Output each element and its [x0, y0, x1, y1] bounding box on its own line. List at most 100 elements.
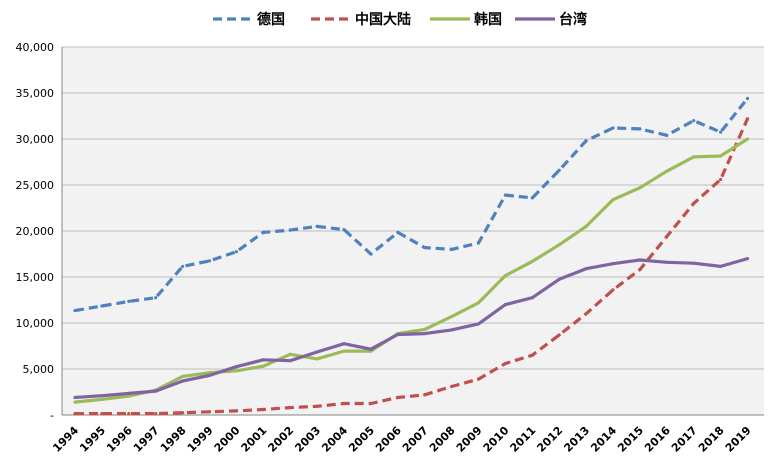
series-3	[73, 137, 750, 404]
data-point	[423, 245, 427, 250]
data-point	[745, 117, 750, 121]
series-line	[74, 137, 749, 404]
data-point	[315, 224, 319, 228]
data-point	[530, 196, 534, 200]
data-point	[261, 364, 265, 368]
data-point	[234, 369, 238, 373]
y-tick-label: 20,000	[16, 225, 55, 238]
data-point	[584, 312, 588, 316]
series-1	[73, 96, 750, 313]
data-point	[503, 361, 507, 366]
data-point	[181, 264, 185, 269]
legend-label: 中国大陆	[355, 11, 411, 28]
data-point	[719, 177, 723, 182]
data-point	[207, 410, 212, 414]
data-point	[611, 262, 615, 266]
data-point	[476, 241, 481, 245]
data-point	[665, 133, 669, 137]
data-point	[154, 389, 158, 393]
legend: 德国 中国大陆 韩国 台湾	[213, 11, 587, 28]
data-point	[450, 247, 454, 251]
data-point	[181, 379, 185, 383]
data-point	[450, 314, 454, 319]
data-point	[692, 155, 696, 159]
data-point	[665, 169, 669, 173]
data-point	[154, 296, 158, 300]
y-tick-label: 30,000	[16, 133, 55, 146]
data-point	[127, 412, 131, 416]
data-point	[73, 412, 77, 416]
legend-item: 韩国	[430, 11, 502, 28]
data-point	[503, 274, 507, 278]
data-point	[181, 374, 185, 378]
data-point	[73, 400, 77, 404]
data-point	[638, 127, 642, 131]
data-point	[154, 412, 158, 416]
y-tick-label: 25,000	[16, 179, 55, 192]
data-point	[584, 139, 588, 143]
legend-item: 德国	[213, 11, 285, 28]
data-point	[207, 259, 212, 263]
series-line	[75, 118, 749, 416]
data-point	[476, 377, 481, 381]
data-point	[396, 332, 400, 337]
data-point	[557, 243, 561, 247]
series-lines	[73, 96, 750, 416]
data-point	[584, 224, 588, 228]
data-point	[234, 409, 238, 413]
data-point	[557, 277, 561, 281]
data-point	[530, 296, 534, 300]
data-point	[665, 260, 669, 264]
data-point	[530, 259, 534, 263]
data-point	[342, 401, 346, 406]
data-point	[369, 347, 373, 351]
data-point	[745, 257, 750, 261]
y-tick-label: 40,000	[16, 41, 55, 54]
data-point	[261, 230, 265, 234]
legend-label: 韩国	[474, 11, 502, 28]
data-point	[342, 228, 346, 232]
legend-label: 德国	[257, 11, 285, 28]
data-point	[100, 394, 104, 398]
data-point	[369, 401, 373, 406]
legend-item: 中国大陆	[311, 11, 411, 28]
data-point	[692, 261, 696, 265]
data-point	[423, 327, 427, 332]
data-point	[369, 252, 373, 256]
y-tick-label: 5,000	[23, 363, 55, 376]
data-point	[719, 154, 723, 158]
series-line	[74, 97, 749, 313]
data-point	[476, 301, 481, 305]
data-point	[719, 130, 723, 134]
data-point	[611, 288, 615, 292]
data-point	[557, 333, 561, 337]
data-point	[261, 358, 265, 362]
data-point	[73, 395, 77, 400]
data-point	[288, 228, 292, 232]
data-point	[423, 331, 427, 336]
data-point	[234, 365, 238, 369]
data-point	[315, 357, 319, 361]
y-tick-label: 10,000	[16, 317, 55, 330]
data-point	[638, 268, 642, 272]
y-tick-label: 15,000	[16, 271, 55, 284]
data-point	[100, 304, 104, 308]
data-point	[692, 119, 696, 123]
y-tick-label: -	[50, 409, 54, 422]
data-point	[450, 384, 454, 389]
data-point	[665, 234, 669, 239]
gridlines	[62, 46, 764, 370]
data-point	[745, 96, 750, 101]
data-point	[127, 391, 131, 395]
data-point	[476, 322, 481, 326]
data-point	[127, 394, 131, 398]
data-point	[288, 406, 292, 410]
data-point	[396, 395, 400, 400]
data-point	[423, 393, 427, 397]
data-point	[611, 126, 615, 130]
data-point	[530, 353, 534, 357]
data-point	[503, 193, 507, 197]
data-point	[584, 267, 588, 271]
